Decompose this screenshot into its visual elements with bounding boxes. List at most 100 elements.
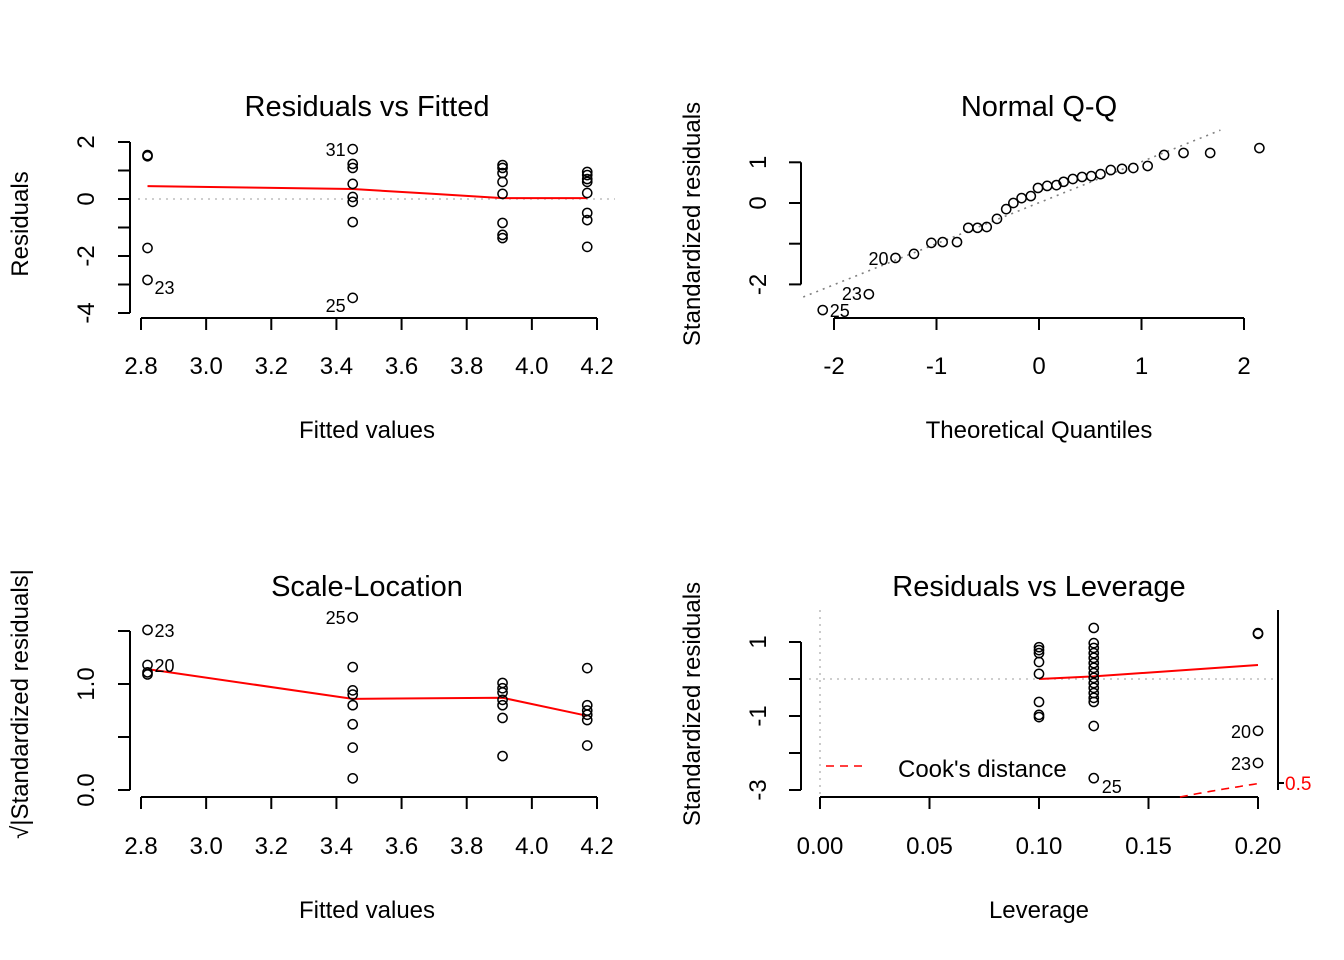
point-label: 25 xyxy=(1102,777,1122,797)
data-point xyxy=(142,274,153,286)
data-point xyxy=(1033,656,1045,668)
data-point xyxy=(991,213,1003,225)
data-point xyxy=(1076,171,1088,183)
data-point xyxy=(497,699,508,711)
x-tick-label: -2 xyxy=(823,353,844,380)
panel-residuals-vs-leverage: Residuals vs Leverage Leverage Standardize… xyxy=(679,571,1311,924)
smoother-line xyxy=(147,668,588,717)
data-point xyxy=(1088,647,1100,659)
data-point xyxy=(581,662,593,674)
data-point xyxy=(1088,682,1100,694)
data-point xyxy=(1252,628,1264,640)
data-point xyxy=(1033,644,1045,656)
data-point xyxy=(1252,757,1264,769)
data-point xyxy=(890,252,901,264)
point-label: 25 xyxy=(326,608,346,628)
y-tick-label: 1 xyxy=(745,635,772,648)
x-tick-label: 3.2 xyxy=(255,353,288,380)
y-axis-label: Standardized residuals xyxy=(679,582,706,826)
data-point xyxy=(1088,692,1100,704)
data-point xyxy=(497,176,508,188)
cooks-level-label: 0.5 xyxy=(1285,774,1311,795)
x-tick-label: 0.20 xyxy=(1235,833,1282,860)
data-point xyxy=(142,624,153,636)
data-point xyxy=(1088,720,1100,732)
legend-cooks-label: Cook's distance xyxy=(898,756,1067,783)
x-tick-label: 0.15 xyxy=(1125,833,1172,860)
data-point xyxy=(1088,622,1100,634)
data-point xyxy=(497,232,508,244)
reference-line xyxy=(802,129,1221,298)
y-tick-label: -2 xyxy=(745,274,772,295)
data-point xyxy=(497,188,508,200)
point-label: 20 xyxy=(155,656,175,676)
data-point xyxy=(142,669,153,680)
y-tick-label: -2 xyxy=(73,245,100,266)
chart-title: Residuals vs Leverage xyxy=(892,571,1185,603)
data-point xyxy=(1088,772,1100,784)
data-point xyxy=(1088,672,1100,684)
point-label: 25 xyxy=(326,296,346,316)
data-point xyxy=(1058,176,1069,188)
x-tick-label: 3.2 xyxy=(255,833,288,860)
data-point xyxy=(1158,149,1170,161)
y-axis-label: Residuals xyxy=(7,171,34,276)
data-point xyxy=(497,694,508,706)
y-axis-label: Standardized residuals xyxy=(679,102,706,346)
x-tick-label: 1 xyxy=(1135,353,1148,380)
data-point xyxy=(1088,662,1100,674)
data-point xyxy=(1088,677,1100,689)
data-point xyxy=(926,237,937,249)
data-point xyxy=(497,687,508,698)
data-point xyxy=(581,176,593,188)
data-point xyxy=(1204,147,1216,159)
data-point xyxy=(908,248,920,260)
data-point xyxy=(347,699,359,711)
data-point xyxy=(1025,190,1037,202)
x-axis-label: Theoretical Quantiles xyxy=(926,417,1153,444)
data-point xyxy=(962,222,974,234)
x-tick-label: -1 xyxy=(926,353,947,380)
x-tick-label: 0.10 xyxy=(1016,833,1063,860)
data-point xyxy=(1033,641,1045,653)
data-point xyxy=(347,216,359,228)
data-point xyxy=(1088,696,1100,708)
data-point xyxy=(497,750,508,762)
data-point xyxy=(497,162,508,174)
point-label: 23 xyxy=(155,278,175,298)
data-point xyxy=(1041,180,1053,192)
y-tick-label: -4 xyxy=(73,302,100,323)
point-label: 31 xyxy=(326,140,346,160)
data-point xyxy=(581,187,593,199)
y-tick-label: 2 xyxy=(73,135,100,148)
data-point xyxy=(1000,203,1012,215)
x-tick-label: 4.0 xyxy=(515,353,548,380)
y-tick-label: 0 xyxy=(73,192,100,205)
data-point xyxy=(581,173,593,185)
x-tick-label: 2.8 xyxy=(124,353,157,380)
panel-residuals-vs-fitted: Residuals vs Fitted Fitted values Residual… xyxy=(7,91,615,444)
data-point xyxy=(951,236,963,248)
data-point xyxy=(581,169,593,181)
data-point xyxy=(1085,170,1097,182)
data-point xyxy=(497,217,508,229)
y-tick-label: -1 xyxy=(745,705,772,726)
data-point xyxy=(347,661,359,673)
data-point xyxy=(1033,696,1045,708)
y-tick-label: -3 xyxy=(745,779,772,800)
data-point xyxy=(347,718,359,730)
data-point xyxy=(142,242,153,254)
data-point xyxy=(1088,637,1100,649)
data-point xyxy=(497,682,508,694)
data-point xyxy=(1088,657,1100,669)
data-point xyxy=(581,207,593,219)
cooks-distance-line xyxy=(1179,782,1259,798)
data-point xyxy=(972,222,983,234)
data-point xyxy=(347,178,359,190)
data-point xyxy=(347,689,359,700)
chart-title: Normal Q-Q xyxy=(961,91,1117,123)
data-point xyxy=(347,191,359,203)
data-point xyxy=(347,162,359,174)
data-point xyxy=(1067,173,1079,185)
data-point xyxy=(581,709,593,721)
